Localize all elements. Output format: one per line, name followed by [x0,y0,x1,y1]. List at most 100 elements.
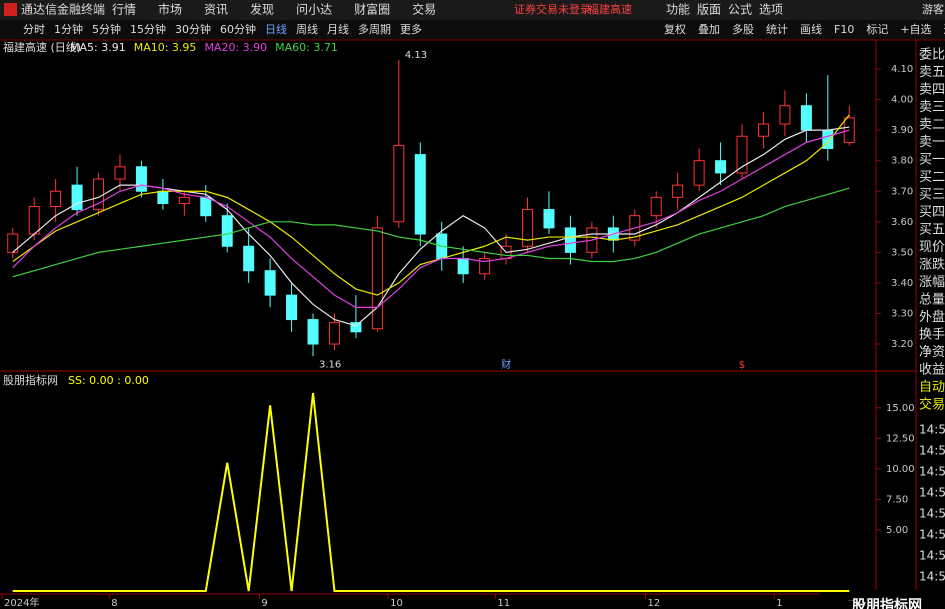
time-label: 14:56 [919,465,945,479]
toolbar-button[interactable]: F10 [834,23,854,36]
y-tick-label: 3.70 [891,186,913,197]
panel-label: 收益 [919,363,945,378]
period-tab[interactable]: 更多 [400,22,422,36]
y-tick-label: 4.10 [891,64,913,75]
period-tab[interactable]: 多周期 [358,22,391,36]
legend-entry: MA60: 3.71 [275,41,338,54]
candle-body [800,105,812,131]
y-tick-label: 3.50 [891,247,913,258]
menu-item[interactable]: 交易 [412,2,436,17]
candle-body [715,160,727,174]
panel-label: 卖一 [919,135,945,150]
time-label: 14:56 [919,528,945,542]
panel-label: 总量 [919,293,945,308]
event-marker[interactable]: 财 [501,358,511,371]
y-tick-label: 3.90 [891,125,913,136]
toolbar-button[interactable]: 标记 [866,22,888,36]
candle-body [328,322,340,345]
toolbar-button[interactable]: 叠加 [698,23,720,36]
candle-body [350,322,362,333]
candle-body [650,196,662,217]
toolbar-button[interactable]: 复权 [664,22,686,36]
toolbar-button[interactable]: 统计 [766,23,788,36]
legend-entry: MA20: 3.90 [204,41,267,54]
period-tab[interactable]: 日线 [265,22,287,36]
period-tab[interactable]: 30分钟 [175,22,211,36]
y-tick-label: 3.20 [891,339,913,350]
x-tick-label: 10 [390,598,403,609]
price-annotation: 3.16 [319,359,341,370]
y-tick-label: 7.50 [886,494,908,505]
candle-body [243,245,255,272]
candle-body [28,206,40,235]
indicator-title: 股朋指标网 [3,373,58,387]
menu-item[interactable]: 问小达 [296,3,332,17]
period-tab[interactable]: 周线 [296,22,318,36]
candle-body [135,166,147,192]
guest[interactable]: 游客 [922,2,944,16]
panel-label: 卖三 [919,100,945,115]
candle-body [757,123,769,137]
panel-label: 委比 [919,48,945,63]
series-line [12,114,850,296]
candle-body [736,135,748,174]
toolbar-button[interactable]: 画线 [800,22,822,36]
time-label: 14:56 [919,423,945,437]
menu-item[interactable]: 资讯 [204,3,228,17]
candle-body [178,196,190,204]
candle-body [693,160,705,186]
series-line [12,392,850,593]
period-tab[interactable]: 1分钟 [54,22,83,36]
candle-body [543,209,555,229]
menu-item[interactable]: 选项 [759,3,783,17]
x-tick-label: 1 [776,598,782,609]
toolbar-button[interactable]: 多股 [732,22,754,36]
candle-body [264,270,276,296]
time-label: 14:56 [919,507,945,521]
watermark-name: 股朋指标网 [852,597,922,609]
panel-label: 买一 [919,153,945,168]
indicator-legend: SS: 0.00 : 0.00 [68,374,149,387]
period-tab[interactable]: 15分钟 [130,22,166,36]
candle-body [393,144,405,223]
menu-item[interactable]: 财富圈 [354,2,390,17]
panel-label: 买三 [919,188,945,203]
toolbar-button[interactable]: 返回 [944,23,945,36]
toolbar-button[interactable]: +自选 [900,23,931,36]
y-tick-label: 15.00 [886,403,915,414]
app-title: 通达信金融终端 [21,2,105,17]
period-tab[interactable]: 分时 [23,23,45,36]
candle-body [522,209,534,247]
time-label: 14:56 [919,444,945,458]
panel-label: 交易 [919,397,945,413]
menu-item[interactable]: 版面 [697,3,721,17]
candle-body [157,190,169,204]
event-marker[interactable]: $ [739,360,745,371]
series-line [12,187,850,278]
x-tick-label: 12 [648,598,661,609]
notice[interactable]: 证券交易未登录 [514,2,591,16]
candle-body [307,319,319,345]
candle-body [672,184,684,198]
candle-body [479,257,491,275]
menu-item[interactable]: 功能 [666,3,690,17]
candle-body [50,190,62,208]
series-line [12,129,850,308]
menu-item[interactable]: 行情 [112,3,136,17]
menu-item[interactable]: 公式 [728,3,752,17]
candle-body [779,105,791,125]
period-tab[interactable]: 60分钟 [220,22,256,36]
logo [4,3,17,16]
time-label: 14:56 [919,486,945,500]
menu-item[interactable]: 市场 [158,2,182,17]
y-tick-label: 3.30 [891,308,913,319]
candle-body [457,257,469,275]
candle-body [371,227,383,330]
panel-label: 自动 [919,380,945,395]
period-tab[interactable]: 5分钟 [92,22,121,36]
menu-item[interactable]: 发现 [250,2,274,17]
time-label: 14:56 [919,549,945,563]
period-tab[interactable]: 月线 [327,22,349,36]
panel-label: 卖四 [919,83,945,98]
candle-body [414,154,426,235]
